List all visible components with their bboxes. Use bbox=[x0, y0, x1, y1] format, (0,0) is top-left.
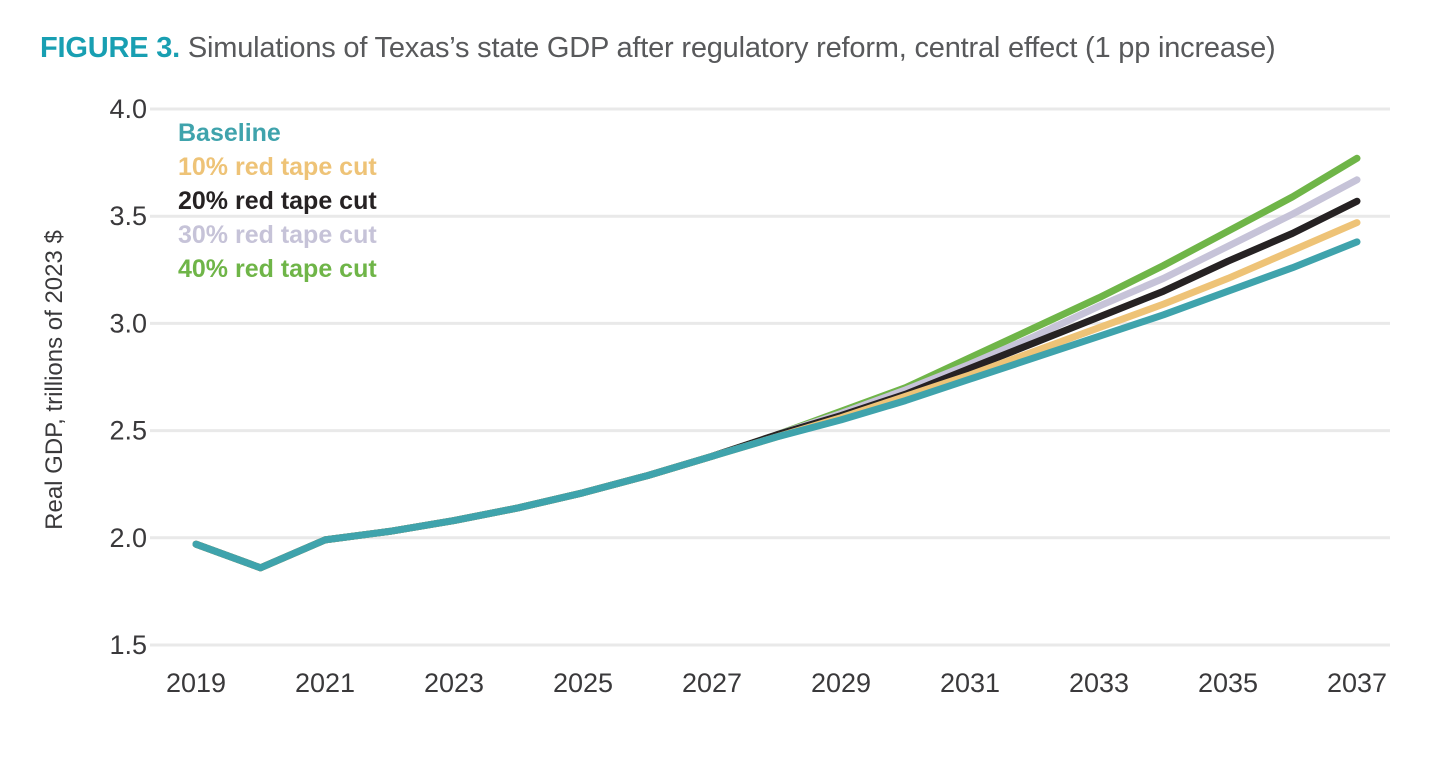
x-tick-label-2027: 2027 bbox=[682, 668, 742, 698]
legend-item-20pct-cut: 20% red tape cut bbox=[178, 187, 377, 215]
y-tick-label-1.5: 1.5 bbox=[109, 630, 147, 660]
x-tick-label-2021: 2021 bbox=[295, 668, 355, 698]
chart-legend: Baseline 10% red tape cut 20% red tape c… bbox=[178, 116, 377, 286]
legend-item-30pct-cut: 30% red tape cut bbox=[178, 221, 377, 249]
legend-item-10pct-cut: 10% red tape cut bbox=[178, 153, 377, 181]
figure-title-text: Simulations of Texas’s state GDP after r… bbox=[187, 32, 1276, 64]
y-tick-label-3.5: 3.5 bbox=[109, 201, 147, 231]
x-tick-label-2035: 2035 bbox=[1198, 668, 1258, 698]
figure-number-label: FIGURE 3. bbox=[40, 32, 180, 64]
x-tick-label-2029: 2029 bbox=[811, 668, 871, 698]
series-line-0 bbox=[192, 238, 1361, 572]
x-tick-label-2037: 2037 bbox=[1327, 668, 1387, 698]
x-tick-label-2031: 2031 bbox=[940, 668, 1000, 698]
y-tick-label-4.0: 4.0 bbox=[109, 94, 147, 124]
x-tick-label-2033: 2033 bbox=[1069, 668, 1129, 698]
x-tick-label-2025: 2025 bbox=[553, 668, 613, 698]
legend-item-baseline: Baseline bbox=[178, 119, 281, 147]
y-tick-label-2.5: 2.5 bbox=[109, 416, 147, 446]
y-tick-label-2.0: 2.0 bbox=[109, 523, 147, 553]
figure-title: FIGURE 3. Simulations of Texas’s state G… bbox=[40, 32, 1276, 65]
y-axis-title: Real GDP, trillions of 2023 $ bbox=[41, 230, 68, 530]
legend-item-40pct-cut: 40% red tape cut bbox=[178, 255, 377, 283]
y-tick-label-3.0: 3.0 bbox=[109, 308, 147, 338]
x-tick-label-2019: 2019 bbox=[166, 668, 226, 698]
x-tick-label-2023: 2023 bbox=[424, 668, 484, 698]
